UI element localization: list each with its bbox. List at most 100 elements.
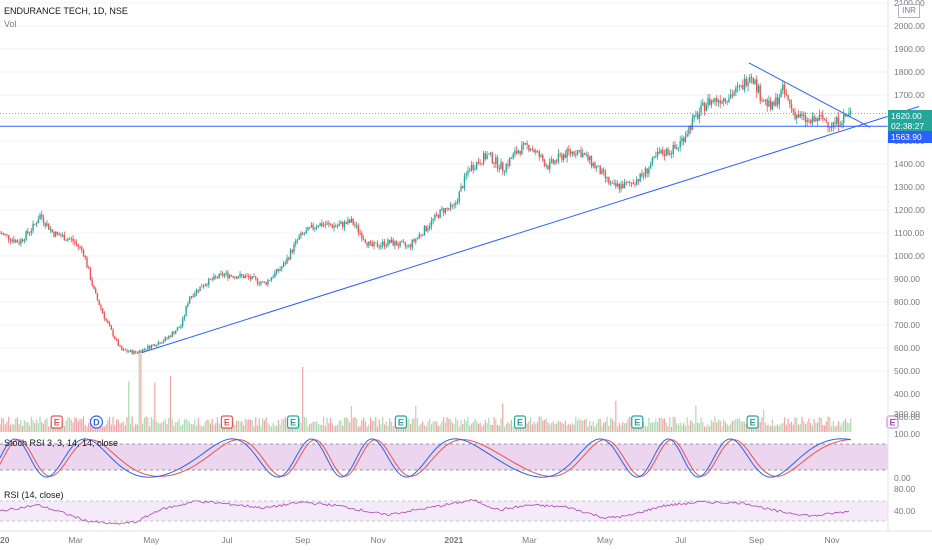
- candle-body: [493, 163, 495, 165]
- volume-bar: [102, 426, 104, 432]
- volume-bar: [429, 418, 431, 432]
- candle-body: [789, 99, 791, 105]
- volume-bar: [449, 419, 452, 432]
- candle-body: [505, 163, 507, 172]
- candle-body: [230, 275, 233, 277]
- event-label: E: [890, 418, 896, 428]
- candle-body: [112, 329, 114, 337]
- earnings-marker: [631, 415, 644, 429]
- volume-bar: [27, 422, 29, 432]
- volume-bar: [742, 421, 744, 432]
- volume-bar: [691, 422, 693, 432]
- volume-bar: [462, 423, 464, 432]
- volume-bar: [152, 419, 154, 432]
- candle-body: [260, 282, 262, 284]
- candle-body: [242, 275, 245, 279]
- candle-body: [183, 315, 186, 319]
- volume-bar: [230, 425, 232, 432]
- volume-bar: [563, 423, 565, 432]
- candle-body: [121, 346, 123, 351]
- volume-bar: [216, 417, 219, 432]
- candle-body: [359, 232, 361, 234]
- volume-bar: [552, 421, 554, 432]
- volume-bar: [314, 421, 316, 432]
- candle-body: [696, 114, 699, 119]
- candle-body: [801, 114, 803, 116]
- candle-body: [225, 272, 227, 275]
- candle-body: [717, 100, 720, 102]
- currency-button[interactable]: INR: [898, 4, 920, 18]
- volume-label: Vol: [4, 19, 17, 29]
- volume-bar: [293, 425, 295, 432]
- candle-body: [712, 100, 714, 102]
- volume-bar: [766, 425, 768, 432]
- candle-body: [453, 204, 455, 206]
- event-label: E: [517, 418, 523, 428]
- volume-bar: [724, 422, 727, 432]
- symbol-title: ENDURANCE TECH, 1D, NSE: [4, 6, 128, 16]
- volume-bar: [260, 425, 262, 432]
- candle-body: [138, 350, 140, 354]
- candle-body: [587, 154, 589, 161]
- volume-bar: [20, 420, 22, 432]
- volume-bar: [82, 416, 85, 432]
- candle-body: [220, 273, 222, 275]
- candle-body: [813, 116, 815, 122]
- volume-bar: [182, 424, 184, 432]
- candle-body: [672, 144, 674, 154]
- candle-body: [49, 229, 52, 231]
- volume-bar: [740, 421, 742, 432]
- candle-body: [88, 267, 90, 269]
- candle-body: [738, 86, 741, 87]
- candle-body: [369, 241, 372, 244]
- candle-body: [199, 286, 201, 292]
- stoch-d-line: [0, 439, 851, 477]
- candle-body: [371, 243, 373, 247]
- candle-body: [39, 214, 41, 220]
- candle-body: [4, 234, 6, 235]
- countdown-value: 02:38:27: [891, 121, 925, 131]
- candle-body: [194, 293, 196, 297]
- volume-bar: [345, 417, 347, 432]
- candle-body: [749, 76, 751, 83]
- price-tick-label: 1300.00: [894, 182, 925, 192]
- candle-body: [2, 234, 5, 235]
- volume-bar: [135, 423, 137, 432]
- candle-body: [237, 277, 240, 279]
- candle-body: [173, 332, 175, 334]
- candle-body: [642, 175, 645, 177]
- volume-bar: [594, 426, 596, 432]
- candle-body: [456, 201, 459, 203]
- candle-body: [665, 149, 667, 156]
- volume-bar: [521, 426, 523, 432]
- candle-body: [248, 275, 250, 278]
- volume-bar: [451, 422, 453, 432]
- volume-bar: [448, 418, 450, 432]
- candle-body: [228, 275, 231, 278]
- candle-body: [68, 238, 71, 240]
- candle-body: [256, 278, 259, 284]
- volume-bar: [559, 421, 561, 432]
- candle-body: [498, 168, 500, 170]
- volume-bar: [502, 403, 504, 432]
- volume-bar: [303, 416, 306, 432]
- volume-bar: [848, 423, 850, 432]
- candle-body: [336, 226, 339, 227]
- volume-bar: [650, 422, 652, 432]
- candle-body: [481, 163, 483, 165]
- volume-bar: [373, 420, 375, 432]
- candle-body: [65, 240, 67, 241]
- volume-bar: [823, 425, 826, 432]
- volume-bar: [383, 424, 386, 432]
- volume-bar: [503, 426, 506, 432]
- candle-body: [719, 100, 721, 104]
- candle-body: [270, 277, 273, 281]
- candle-body: [30, 230, 33, 233]
- volume-bar: [806, 421, 808, 432]
- candle-body: [448, 208, 450, 210]
- candle-body: [314, 227, 316, 229]
- volume-bar: [837, 421, 840, 432]
- volume-bar: [700, 417, 702, 432]
- candle-body: [140, 350, 142, 353]
